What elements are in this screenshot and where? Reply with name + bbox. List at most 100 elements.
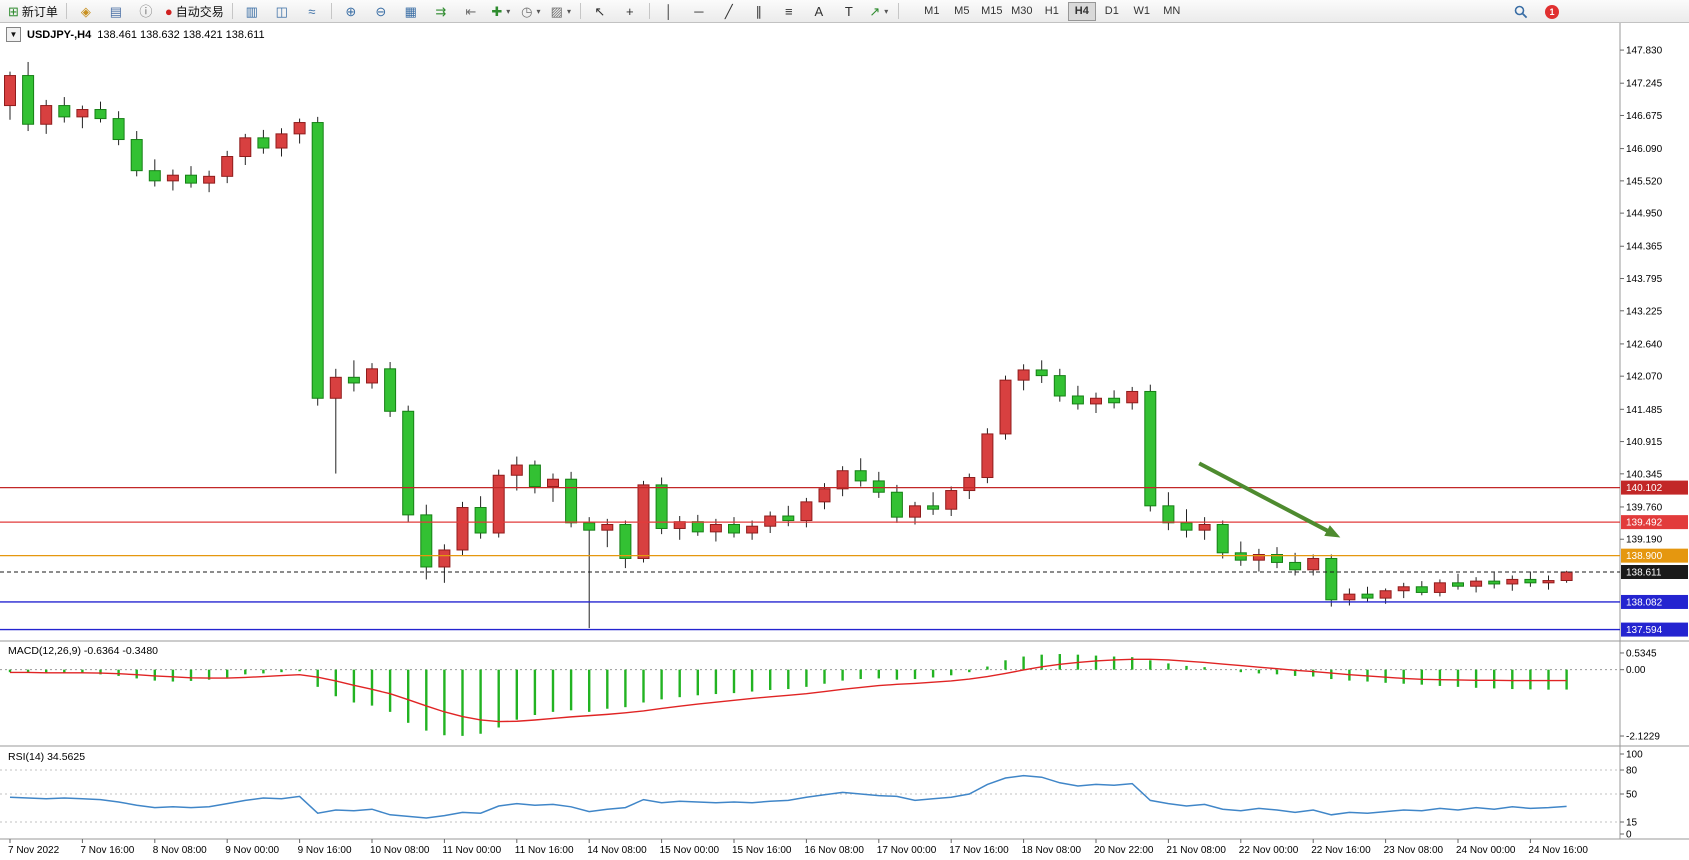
periods-dropdown-caret[interactable]: ▾ bbox=[536, 6, 541, 16]
candle-bear bbox=[112, 118, 125, 141]
new-order-button[interactable]: ⊞ 新订单 bbox=[4, 1, 62, 22]
cursor-button[interactable]: ↖ bbox=[585, 1, 615, 22]
svg-text:140.102: 140.102 bbox=[1626, 483, 1663, 494]
candle-bull bbox=[1090, 397, 1102, 405]
arrows-dropdown-caret[interactable]: ▾ bbox=[884, 6, 889, 16]
zoom-in-button[interactable]: ⊕ bbox=[336, 1, 366, 22]
macd-axis-label: 0.5345 bbox=[1626, 648, 1657, 659]
new-chart-button[interactable]: ◈ bbox=[71, 1, 101, 22]
candle-bull bbox=[1252, 554, 1265, 561]
toolbar-separator bbox=[648, 3, 650, 19]
candle-bull bbox=[601, 524, 614, 531]
macd-axis-label: 0.00 bbox=[1626, 665, 1646, 676]
indicators-button[interactable]: ✚ ▾ bbox=[486, 1, 516, 22]
bar-chart-button[interactable]: ▥ bbox=[237, 1, 267, 22]
trend-arrow-head bbox=[1324, 525, 1341, 538]
time-axis-label: 9 Nov 00:00 bbox=[225, 845, 279, 856]
chart-dropdown-icon[interactable]: ▼ bbox=[6, 27, 21, 42]
indicators-dropdown-caret[interactable]: ▾ bbox=[506, 6, 511, 16]
macd-label: MACD(12,26,9) -0.6364 -0.3480 bbox=[8, 645, 158, 657]
candle-bull bbox=[909, 505, 921, 518]
timeframe-d1-button[interactable]: D1 bbox=[1104, 5, 1119, 17]
notification-badge[interactable]: 1 bbox=[1545, 4, 1559, 19]
fibonacci-icon: ≡ bbox=[785, 3, 793, 19]
timeframe-w1-button[interactable]: W1 bbox=[1133, 5, 1151, 17]
candle-bull bbox=[1470, 580, 1483, 587]
hline-price-box bbox=[1621, 594, 1688, 609]
price-axis-label: 147.830 bbox=[1626, 46, 1663, 57]
candle-bull bbox=[293, 122, 306, 135]
candle-bear bbox=[347, 376, 360, 384]
line-chart-button[interactable]: ≈ bbox=[297, 1, 327, 22]
crosshair-button[interactable]: + bbox=[615, 1, 645, 22]
candle-bear bbox=[1053, 375, 1066, 397]
arrows-button[interactable]: ↗ ▾ bbox=[864, 1, 894, 22]
toolbar-buttons: ⊞ 新订单 ◈ ▤ ⓘ ● 自动交易 ▥ ◫ ≈ ⊕ ⊖ ▦ ⇉ ⇤ ✚ ▾ ◷ ▾ ▨ ▾ ↖ + │ ─ ╱ ∥ ≡ A T ↗ ▾ M1 M… bbox=[4, 0, 1187, 23]
timeframe-m30-button[interactable]: M30 bbox=[1011, 5, 1033, 17]
candlestick-chart-button[interactable]: ◫ bbox=[267, 1, 297, 22]
equidistant-channel-button[interactable]: ∥ bbox=[744, 1, 774, 22]
trendline-button[interactable]: ╱ bbox=[714, 1, 744, 22]
candle-bull bbox=[1017, 369, 1030, 381]
fibonacci-button[interactable]: ≡ bbox=[774, 1, 804, 22]
templates-icon: ▨ bbox=[550, 3, 563, 19]
toolbar-separator bbox=[579, 3, 581, 19]
auto-scroll-button[interactable]: ⇉ bbox=[426, 1, 456, 22]
horizontal-line-button[interactable]: ─ bbox=[684, 1, 714, 22]
timeframe-mn-button[interactable]: MN bbox=[1163, 5, 1181, 17]
svg-text:138.611: 138.611 bbox=[1626, 568, 1662, 579]
time-axis-label: 18 Nov 08:00 bbox=[1022, 845, 1082, 856]
timeframe-m15-button[interactable]: M15 bbox=[981, 5, 1003, 17]
templates-button[interactable]: ▨ ▾ bbox=[546, 1, 576, 22]
periods-button[interactable]: ◷ ▾ bbox=[516, 1, 546, 22]
new-order-icon: ⊞ bbox=[8, 3, 19, 19]
candle-bear bbox=[1524, 578, 1537, 584]
price-axis-label: 147.245 bbox=[1626, 79, 1663, 90]
candle-bear bbox=[185, 174, 197, 184]
tile-windows-button[interactable]: ▦ bbox=[396, 1, 426, 22]
search-icon[interactable] bbox=[1506, 1, 1536, 22]
text-label-button[interactable]: T bbox=[834, 1, 864, 22]
price-axis-label: 143.225 bbox=[1626, 306, 1663, 317]
candle-bull bbox=[836, 470, 849, 490]
zoom-out-button[interactable]: ⊖ bbox=[366, 1, 396, 22]
data-window-button[interactable]: ⓘ bbox=[131, 1, 161, 22]
time-axis-label: 15 Nov 00:00 bbox=[660, 845, 720, 856]
candle-bear bbox=[691, 521, 704, 533]
text-button[interactable]: A bbox=[804, 1, 834, 22]
candle-bear bbox=[402, 410, 415, 516]
candle-bull bbox=[1343, 593, 1356, 601]
periods-icon: ◷ bbox=[521, 3, 533, 19]
candle-bull bbox=[1397, 586, 1410, 592]
vertical-line-button[interactable]: │ bbox=[654, 1, 684, 22]
time-axis-label: 7 Nov 16:00 bbox=[80, 845, 134, 856]
toolbar-separator bbox=[897, 3, 899, 19]
timeframe-m1-button[interactable]: M1 bbox=[924, 5, 940, 17]
trend-arrow[interactable] bbox=[1198, 461, 1335, 536]
candle-bear bbox=[1415, 586, 1428, 593]
timeframe-h1-button[interactable]: H1 bbox=[1044, 5, 1059, 17]
toolbar-right: 1 bbox=[1506, 0, 1559, 23]
chart-shift-button[interactable]: ⇤ bbox=[456, 1, 486, 22]
autotrading-button[interactable]: ● 自动交易 bbox=[161, 1, 228, 22]
timeframe-h4-button[interactable]: H4 bbox=[1067, 1, 1096, 21]
text-icon: A bbox=[814, 3, 824, 19]
time-axis-label: 24 Nov 16:00 bbox=[1528, 845, 1588, 856]
rsi-axis-label: 80 bbox=[1626, 766, 1638, 777]
profiles-button[interactable]: ▤ bbox=[101, 1, 131, 22]
candle-bear bbox=[257, 137, 270, 149]
time-axis-label: 11 Nov 16:00 bbox=[515, 845, 574, 856]
templates-dropdown-caret[interactable]: ▾ bbox=[566, 6, 571, 16]
candle-bull bbox=[456, 507, 469, 551]
candle-bear bbox=[1071, 395, 1084, 405]
crosshair-icon: + bbox=[626, 3, 634, 19]
candle-bear bbox=[58, 105, 71, 118]
timeframe-m5-button[interactable]: M5 bbox=[954, 5, 970, 17]
rsi-axis-label: 50 bbox=[1626, 790, 1638, 801]
candle-bull bbox=[1542, 580, 1555, 584]
candle-bull bbox=[981, 433, 994, 479]
toolbar: ⊞ 新订单 ◈ ▤ ⓘ ● 自动交易 ▥ ◫ ≈ ⊕ ⊖ ▦ ⇉ ⇤ ✚ ▾ ◷ ▾ ▨ ▾ ↖ + │ ─ ╱ ∥ ≡ A T ↗ ▾ M1 M… bbox=[0, 0, 1689, 23]
time-axis-label: 24 Nov 00:00 bbox=[1456, 845, 1516, 856]
macd-histogram bbox=[8, 654, 1568, 736]
